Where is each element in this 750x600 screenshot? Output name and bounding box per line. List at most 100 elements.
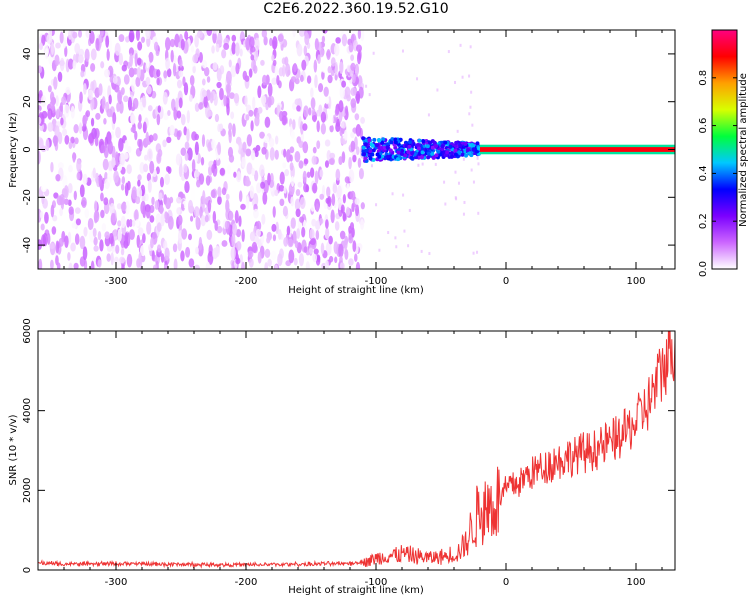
spectrogram-cell	[49, 242, 55, 250]
spectrogram-cell	[309, 228, 315, 240]
spectrogram-cell	[292, 30, 296, 38]
spectrogram-cell	[166, 136, 172, 144]
spectrogram-cell	[257, 85, 262, 99]
spectrogram-cell	[335, 168, 341, 181]
spectrogram-cell	[228, 59, 232, 68]
spectrogram-cell	[293, 257, 298, 266]
spectrogram-cell	[462, 157, 465, 161]
spectrogram-cell	[328, 158, 335, 165]
spectrogram-cell	[164, 37, 171, 51]
spectrogram-cell	[187, 199, 194, 214]
spectrogram-cell	[298, 160, 304, 169]
spectrogram-cell	[38, 65, 43, 74]
spectrogram-cell	[159, 176, 165, 188]
spectrogram-cell	[118, 138, 124, 152]
spectrogram-cell	[310, 87, 314, 98]
spectrogram-cell	[120, 87, 125, 95]
snr-y-ticks: 0 2000 4000 6000	[22, 318, 675, 573]
spectrogram-cell	[359, 218, 365, 230]
spectrogram-cell	[283, 186, 287, 194]
spectrogram-cell	[192, 65, 196, 74]
spectrogram-cell	[47, 108, 53, 120]
spectrogram-cell	[111, 245, 116, 253]
spectrogram-cell	[55, 42, 61, 49]
spectrogram-cell	[62, 128, 68, 137]
spectrogram-cell	[294, 151, 301, 163]
spectrogram-cell	[212, 210, 217, 224]
spectrogram-cell	[153, 41, 159, 52]
spectrogram-cell	[63, 198, 70, 205]
spectrogram-cell	[102, 158, 109, 171]
spectrogram-cell	[180, 38, 185, 51]
spectrogram-cell	[272, 59, 277, 66]
spectrogram-cell	[396, 150, 401, 155]
spectrogram-cell	[469, 45, 472, 49]
spectrogram-cell	[72, 31, 78, 39]
spectrogram-cell	[112, 111, 117, 124]
spectrogram-cell	[428, 251, 431, 255]
spectrogram-cell	[361, 145, 366, 150]
spectrogram-cell	[144, 154, 149, 161]
spectrogram-cell	[106, 245, 113, 252]
spectrogram-cell	[357, 157, 362, 168]
spectrogram-cell	[162, 91, 168, 105]
spectrogram-cell	[180, 147, 187, 156]
spectrogram-cell	[330, 57, 336, 67]
spectrogram-cell	[134, 209, 139, 222]
spectrogram-cell	[350, 62, 356, 71]
spectrogram-cell	[76, 172, 81, 181]
spectrogram-cell	[178, 163, 183, 178]
spectrogram-cell	[254, 150, 259, 158]
spectrogram-cell	[360, 202, 365, 210]
spectrogram-cell	[434, 144, 439, 149]
spectrogram-cell	[284, 63, 291, 77]
spectrogram-cell	[139, 83, 143, 93]
spectrogram-cell	[195, 48, 200, 59]
spectrogram-cell	[323, 86, 329, 97]
spectrogram-cell	[197, 30, 203, 39]
spectrogram-cell	[224, 220, 230, 230]
spectrogram-cell	[59, 193, 65, 206]
spectrogram-cell	[296, 228, 301, 239]
spectrogram-cell	[219, 123, 224, 132]
spectrogram-cell	[304, 32, 310, 46]
colorbar-tick-label: 0.4	[698, 165, 709, 181]
spectrogram-cell	[354, 253, 358, 263]
spectrogram-cell	[184, 180, 190, 194]
spectrogram-cell	[178, 97, 183, 109]
spectrogram-cell	[311, 155, 317, 165]
spectrogram-cell	[80, 70, 85, 78]
spectrogram-cell	[41, 184, 47, 193]
spectrogram-cell	[107, 140, 113, 155]
spectrogram-cell	[178, 70, 184, 78]
spectrogram-cell	[377, 154, 382, 159]
spectrogram-cell	[130, 126, 136, 133]
spectrogram-cell	[90, 96, 95, 111]
spectrogram-cell	[54, 125, 60, 138]
spectrogram-cell	[453, 148, 458, 153]
spectrogram-cell	[199, 206, 203, 219]
spectrogram-cell	[193, 264, 200, 269]
spectrogram-cell	[331, 193, 336, 206]
spectrogram-cell	[254, 37, 260, 51]
spectrogram-cell	[154, 200, 160, 210]
spectrogram-cell	[136, 66, 142, 79]
spectrogram-x-tick-label: 0	[503, 276, 509, 287]
spectrogram-carrier	[480, 147, 675, 152]
spectrogram-cell	[430, 151, 435, 156]
spectrogram-cell	[279, 198, 285, 207]
spectrogram-cell	[180, 250, 185, 262]
spectrogram-cell	[156, 244, 162, 253]
spectrogram-cell	[288, 249, 295, 264]
spectrogram-cell	[282, 205, 288, 217]
spectrogram-cell	[97, 259, 102, 268]
spectrogram-cell	[280, 100, 284, 111]
spectrogram-cell	[113, 170, 119, 184]
spectrogram-cell	[176, 79, 183, 89]
spectrogram-cell	[447, 50, 450, 54]
spectrogram-cell	[339, 125, 343, 137]
spectrogram-cell	[443, 180, 446, 184]
spectrogram-cell	[283, 148, 287, 158]
spectrogram-cell	[367, 138, 372, 143]
spectrogram-cell	[39, 210, 44, 219]
